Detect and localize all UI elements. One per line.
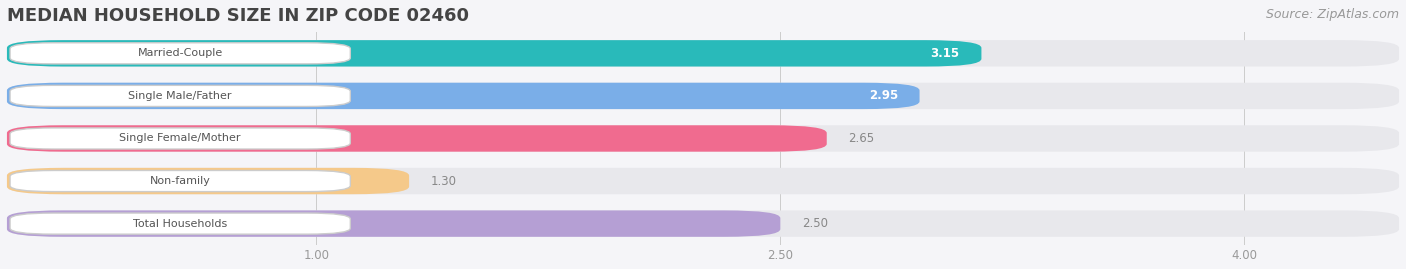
Text: Single Female/Mother: Single Female/Mother xyxy=(120,133,240,143)
Text: Total Households: Total Households xyxy=(134,219,228,229)
Text: 3.15: 3.15 xyxy=(931,47,960,60)
FancyBboxPatch shape xyxy=(7,168,1399,194)
Text: 2.95: 2.95 xyxy=(869,89,898,102)
Text: Non-family: Non-family xyxy=(150,176,211,186)
FancyBboxPatch shape xyxy=(10,43,350,64)
FancyBboxPatch shape xyxy=(7,210,1399,237)
Text: 2.50: 2.50 xyxy=(801,217,828,230)
FancyBboxPatch shape xyxy=(7,40,981,66)
FancyBboxPatch shape xyxy=(7,168,409,194)
Text: 2.65: 2.65 xyxy=(848,132,875,145)
FancyBboxPatch shape xyxy=(7,210,780,237)
Text: 1.30: 1.30 xyxy=(430,175,457,187)
Text: Single Male/Father: Single Male/Father xyxy=(128,91,232,101)
Text: MEDIAN HOUSEHOLD SIZE IN ZIP CODE 02460: MEDIAN HOUSEHOLD SIZE IN ZIP CODE 02460 xyxy=(7,7,470,25)
FancyBboxPatch shape xyxy=(7,83,920,109)
FancyBboxPatch shape xyxy=(7,40,1399,66)
Text: Married-Couple: Married-Couple xyxy=(138,48,222,58)
FancyBboxPatch shape xyxy=(10,213,350,234)
FancyBboxPatch shape xyxy=(10,171,350,192)
FancyBboxPatch shape xyxy=(7,125,827,152)
FancyBboxPatch shape xyxy=(7,83,1399,109)
FancyBboxPatch shape xyxy=(10,128,350,149)
FancyBboxPatch shape xyxy=(7,125,1399,152)
FancyBboxPatch shape xyxy=(10,85,350,107)
Text: Source: ZipAtlas.com: Source: ZipAtlas.com xyxy=(1265,8,1399,21)
